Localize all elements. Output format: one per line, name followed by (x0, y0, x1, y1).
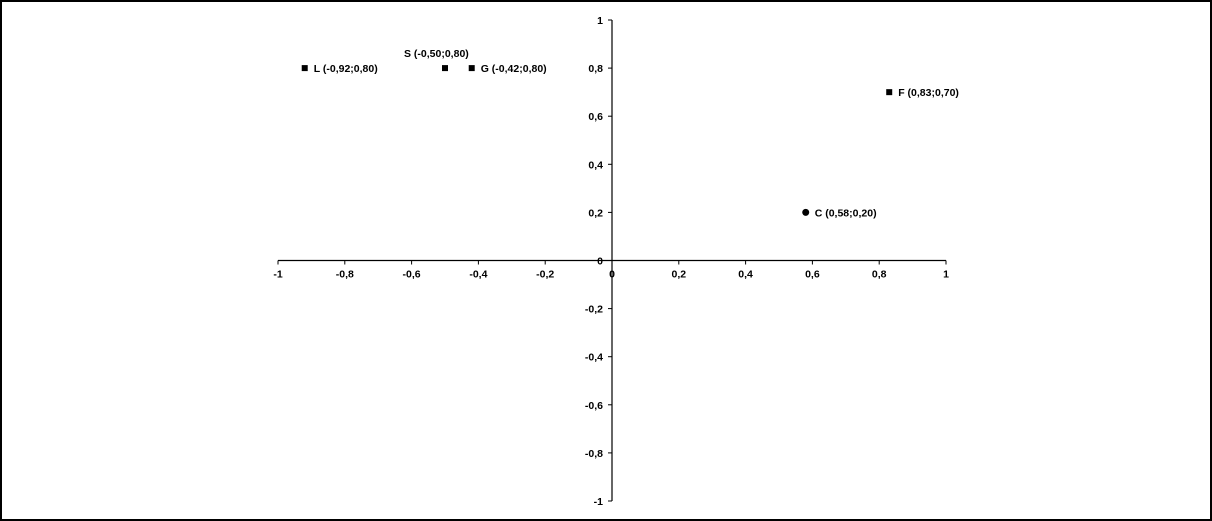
y-tick-label: 0 (597, 256, 603, 268)
axes: -1 -0,8 -0,6 -0,4 -0,2 0 0,2 0,4 0,6 0,8 1 1 0,8 0,6… (273, 15, 949, 508)
point-label: F (0,83;0,70) (898, 87, 959, 99)
y-tick-label: 0,8 (588, 63, 603, 75)
y-tick-label: -1 (594, 496, 603, 508)
point-label: L (-0,92;0,80) (314, 63, 378, 75)
point-label: G (-0,42;0,80) (481, 63, 547, 75)
x-tick-label: -0,8 (336, 269, 354, 281)
data-point (442, 65, 448, 71)
y-tick-label: 0,4 (588, 159, 603, 171)
y-tick-label: -0,6 (585, 400, 603, 412)
point-label: C (0,58;0,20) (815, 207, 877, 219)
y-tick-label: 1 (597, 15, 603, 27)
y-tick-label: 0,2 (588, 207, 603, 219)
x-tick-label: 1 (943, 269, 949, 281)
y-tick-label: -0,4 (585, 352, 603, 364)
x-tick-label: -0,2 (536, 269, 554, 281)
y-tick-label: -0,2 (585, 304, 603, 316)
data-point (886, 89, 892, 95)
x-tick-label: 0,2 (671, 269, 686, 281)
data-point (802, 209, 809, 216)
x-tick-label: 0,6 (805, 269, 820, 281)
x-tick-label: 0,8 (872, 269, 887, 281)
point-label: S (-0,50;0,80) (404, 48, 469, 60)
y-tick-label: -0,8 (585, 448, 603, 460)
x-tick-label: -0,6 (403, 269, 421, 281)
data-point (469, 65, 475, 71)
data-point (302, 65, 308, 71)
x-tick-label: -1 (273, 269, 282, 281)
y-tick-label: 0,6 (588, 111, 603, 123)
x-ticks: -1 -0,8 -0,6 -0,4 -0,2 0 0,2 0,4 0,6 0,8 1 (273, 261, 949, 281)
data-points: L (-0,92;0,80) S (-0,50;0,80) G (-0,42;0,8… (302, 48, 959, 219)
x-tick-label: 0,4 (738, 269, 753, 281)
y-ticks: 1 0,8 0,6 0,4 0,2 0 -0,2 -0,4 -0,6 -0,8 -1 (585, 15, 612, 508)
x-tick-label: 0 (609, 269, 615, 281)
x-tick-label: -0,4 (469, 269, 487, 281)
